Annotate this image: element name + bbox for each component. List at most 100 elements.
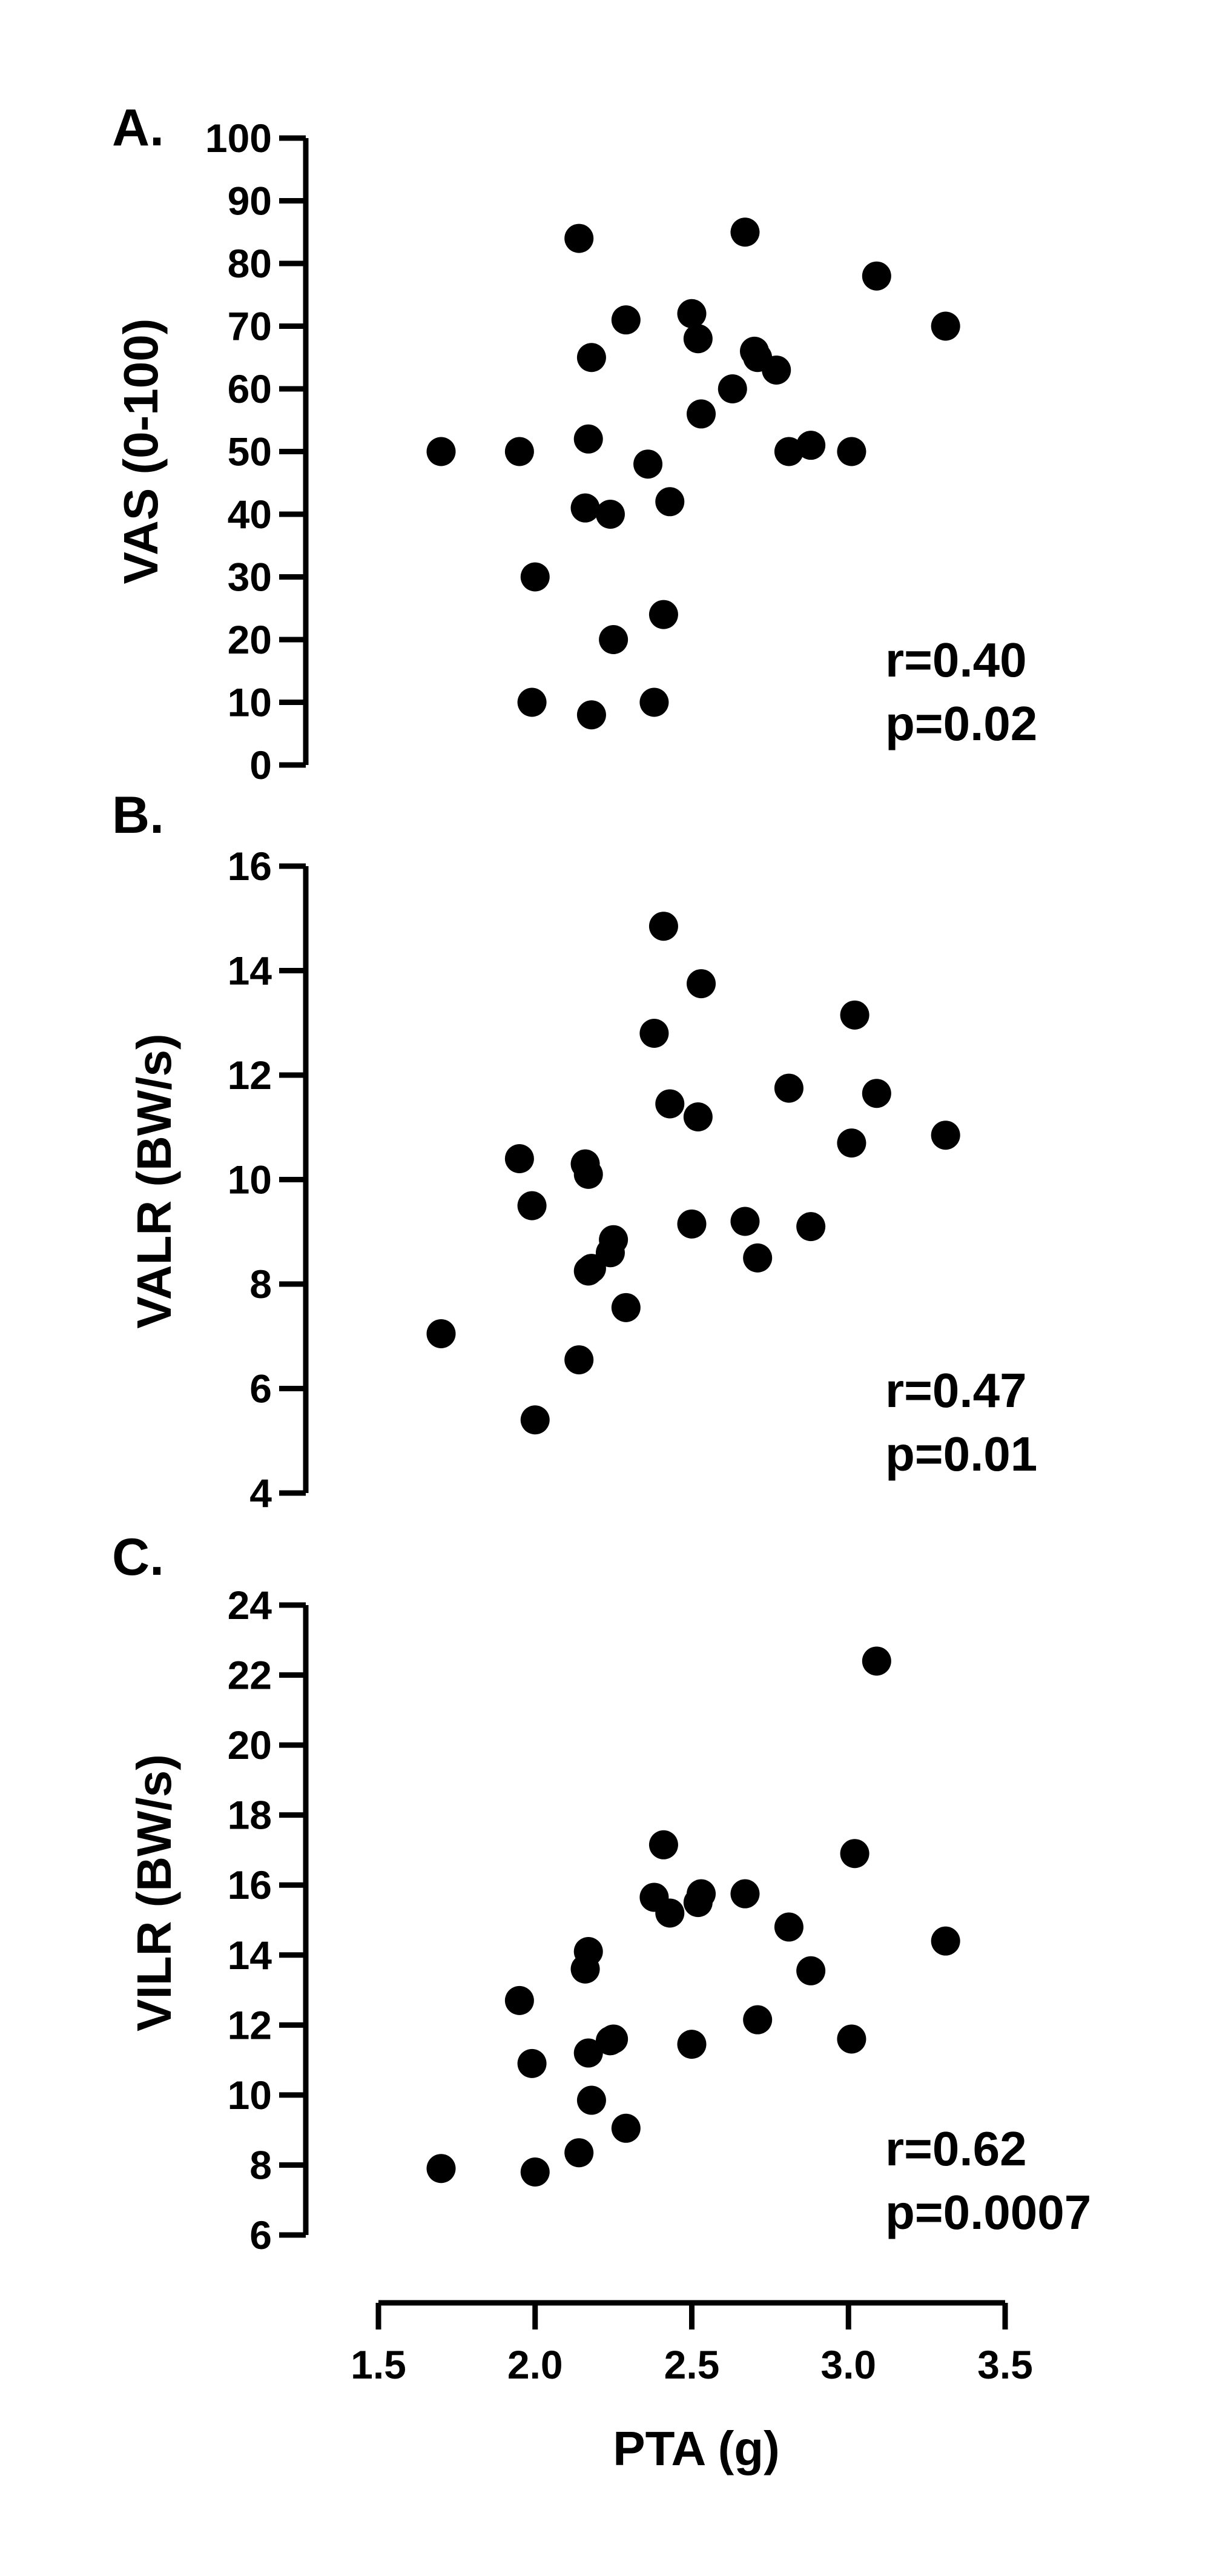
- panel-a-y-tick-label: 70: [228, 304, 272, 349]
- panel-b-y-tick-label: 14: [228, 949, 272, 993]
- panel-c-p-value: p=0.0007: [885, 2185, 1091, 2239]
- panel-b-y-tick-label: 12: [228, 1053, 272, 1098]
- x-tick-label: 3.5: [977, 2342, 1033, 2387]
- x-tick-label: 3.0: [820, 2342, 876, 2387]
- panel-a-label: A.: [112, 99, 164, 157]
- panel-a-y-tick-label: 100: [205, 116, 272, 161]
- panel-c-data-point: [599, 2024, 629, 2054]
- panel-b-data-point: [683, 1102, 713, 1131]
- panel-b-y-axis-label: VALR (BW/s): [127, 1033, 181, 1328]
- panel-b-data-point: [655, 1089, 685, 1119]
- panel-c-data-point: [517, 2048, 547, 2078]
- panel-b-data-point: [520, 1405, 550, 1435]
- panel-c-data-point: [573, 1937, 603, 1966]
- panel-b-data-point: [599, 1225, 629, 1254]
- panel-c-y-axis-label: VILR (BW/s): [127, 1754, 181, 2031]
- panel-a-y-tick-label: 50: [228, 429, 272, 474]
- panel-a-data-point: [837, 437, 866, 466]
- panel-c-data-point: [687, 1879, 716, 1909]
- panel-b-data-point: [677, 1209, 707, 1239]
- panel-c-y-tick-label: 14: [228, 1933, 272, 1978]
- panel-a-data-point: [774, 437, 803, 466]
- panel-b-data-point: [774, 1073, 803, 1103]
- panel-b-y-tick-label: 8: [249, 1262, 272, 1306]
- panel-c-data-point: [576, 2085, 606, 2115]
- x-axis-ticks: 1.5 2.0 2.5 3.0 3.5: [351, 2303, 1033, 2387]
- panel-c-data-point: [862, 1646, 891, 1676]
- panel-b-data-point: [611, 1293, 641, 1322]
- panel-a-y-tick-label: 20: [228, 617, 272, 662]
- panel-c-data-point: [743, 2005, 773, 2035]
- panel-b-data-point: [743, 1243, 773, 1273]
- panel-c-data-point: [677, 2030, 707, 2059]
- panel-c-data-point: [648, 1830, 678, 1859]
- panel-b-data-point: [639, 1019, 669, 1048]
- panel-c-data-point: [611, 2113, 641, 2143]
- panel-c-vilr: C. VILR (BW/s) 6 8 10 12 14 16 18 20 22 24 r=0.62…: [112, 1528, 1091, 2257]
- panel-a-data-point: [564, 223, 594, 253]
- panel-a-data-point: [718, 374, 747, 403]
- x-axis-label: PTA (g): [613, 2422, 779, 2475]
- panel-b-data-point: [517, 1191, 547, 1220]
- panel-c-data-point: [504, 1985, 534, 2015]
- panel-a-data-point: [931, 311, 960, 341]
- panel-c-y-ticks: 6 8 10 12 14 16 18 20 22 24: [228, 1583, 306, 2257]
- panel-b-y-tick-label: 4: [249, 1471, 272, 1515]
- panel-a-vas: A. VAS (0-100) 0 10 20 30 40 50 60 70 80 90 100 r=…: [112, 99, 1037, 787]
- panel-b-y-tick-label: 6: [249, 1366, 272, 1411]
- panel-c-data-point: [730, 1879, 760, 1909]
- panel-c-y-tick-label: 20: [228, 1723, 272, 1767]
- panel-c-y-tick-label: 6: [249, 2213, 272, 2257]
- panel-c-data-point: [931, 1926, 960, 1956]
- x-tick-label: 1.5: [351, 2342, 406, 2387]
- panel-a-y-tick-label: 0: [249, 743, 272, 787]
- panel-a-data-point: [517, 687, 547, 717]
- panel-a-y-tick-label: 40: [228, 492, 272, 537]
- panel-b-data-point: [730, 1207, 760, 1236]
- panel-a-data-point: [576, 343, 606, 372]
- panel-a-data-point: [862, 261, 891, 291]
- panel-a-data-point: [520, 562, 550, 592]
- panel-a-data-point: [570, 493, 600, 523]
- panel-c-y-tick-label: 18: [228, 1793, 272, 1838]
- panel-b-points: [426, 912, 960, 1435]
- panel-b-data-point: [564, 1345, 594, 1375]
- panel-a-data-point: [796, 431, 826, 460]
- panel-b-data-point: [687, 969, 716, 999]
- panel-c-data-point: [564, 2138, 594, 2168]
- panel-a-data-point: [687, 399, 716, 429]
- panel-c-label: C.: [112, 1528, 164, 1586]
- panel-b-y-tick-label: 16: [228, 844, 272, 889]
- panel-a-y-axis-label: VAS (0-100): [114, 319, 168, 584]
- panel-a-data-point: [648, 600, 678, 629]
- panel-b-data-point: [573, 1159, 603, 1189]
- panel-a-y-ticks: 0 10 20 30 40 50 60 70 80 90 100: [205, 116, 306, 787]
- panel-c-data-point: [840, 1839, 869, 1869]
- panel-a-data-point: [576, 700, 606, 730]
- panel-a-y-tick-label: 30: [228, 555, 272, 600]
- panel-a-data-point: [426, 437, 456, 466]
- panel-b-data-point: [796, 1212, 826, 1242]
- panel-b-y-tick-label: 10: [228, 1157, 272, 1202]
- panel-a-y-tick-label: 80: [228, 241, 272, 286]
- panel-a-data-point: [573, 424, 603, 454]
- panel-b-r-value: r=0.47: [885, 1363, 1027, 1417]
- panel-c-y-tick-label: 10: [228, 2073, 272, 2117]
- panel-b-label: B.: [112, 786, 164, 844]
- panel-b-data-point: [426, 1319, 456, 1348]
- panel-a-data-point: [599, 625, 629, 654]
- panel-c-data-point: [655, 1898, 685, 1928]
- x-tick-label: 2.5: [664, 2342, 720, 2387]
- panel-b-data-point: [862, 1079, 891, 1108]
- panel-c-data-point: [837, 2024, 866, 2054]
- panel-a-p-value: p=0.02: [885, 697, 1037, 750]
- panel-a-data-point: [762, 355, 791, 385]
- panel-a-y-tick-label: 10: [228, 680, 272, 725]
- panel-b-y-ticks: 4 6 8 10 12 14 16: [228, 844, 306, 1515]
- panel-a-data-point: [633, 449, 663, 479]
- panel-b-data-point: [840, 1000, 869, 1030]
- panel-a-data-point: [504, 437, 534, 466]
- panel-c-data-point: [774, 1912, 803, 1942]
- panel-a-data-point: [730, 217, 760, 247]
